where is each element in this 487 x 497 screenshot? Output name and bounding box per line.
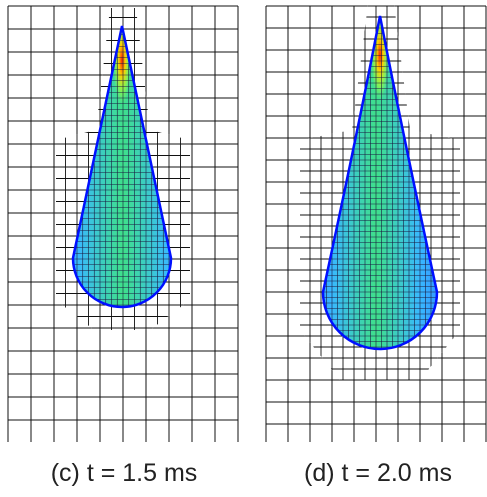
- panel-caption: (d) t = 2.0 ms: [304, 459, 452, 487]
- mesh-ticks: [265, 426, 487, 442]
- mesh-layer: [7, 4, 487, 442]
- mesh-panel: [265, 4, 487, 442]
- mesh-panel: [7, 5, 239, 442]
- panel-caption: (c) t = 1.5 ms: [51, 459, 198, 487]
- mesh-ticks: [7, 426, 239, 442]
